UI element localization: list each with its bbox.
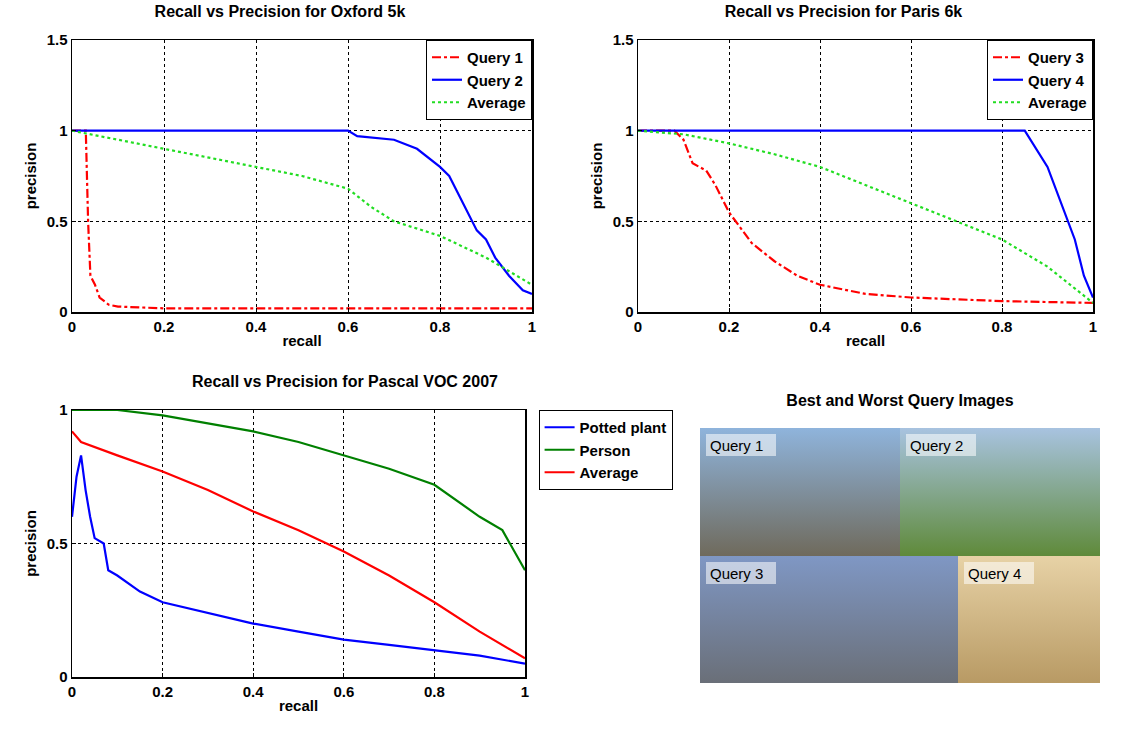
svg-text:0.6: 0.6 [901,318,922,335]
svg-text:Query 3: Query 3 [710,565,763,582]
svg-text:precision: precision [588,143,605,210]
svg-text:1: 1 [528,318,536,335]
svg-text:Query 2: Query 2 [467,72,523,89]
svg-text:recall: recall [846,332,885,349]
svg-text:0.5: 0.5 [47,213,68,230]
svg-text:Average: Average [1028,94,1087,111]
svg-text:precision: precision [22,510,39,577]
svg-text:1.5: 1.5 [47,31,68,48]
svg-text:Recall vs Precision for Pascal: Recall vs Precision for Pascal VOC 2007 [192,373,498,390]
svg-text:Query 3: Query 3 [1028,49,1084,66]
svg-text:0: 0 [634,318,642,335]
svg-text:recall: recall [279,697,318,714]
svg-text:recall: recall [282,332,321,349]
svg-text:precision: precision [22,143,39,210]
svg-text:0: 0 [59,303,67,320]
svg-text:Average: Average [467,94,526,111]
svg-text:Potted plant: Potted plant [580,419,667,436]
svg-text:1: 1 [521,683,529,700]
svg-text:Recall vs Precision for Oxford: Recall vs Precision for Oxford 5k [155,3,406,20]
svg-text:1.5: 1.5 [613,31,634,48]
svg-text:0.8: 0.8 [424,683,445,700]
svg-text:Query 1: Query 1 [710,437,763,454]
svg-text:0: 0 [625,303,633,320]
svg-text:1: 1 [59,401,67,418]
svg-text:Query 4: Query 4 [968,565,1021,582]
svg-text:0.2: 0.2 [719,318,740,335]
svg-text:0: 0 [68,318,76,335]
svg-text:0.5: 0.5 [47,535,68,552]
svg-text:Average: Average [580,464,639,481]
svg-text:1: 1 [59,122,67,139]
svg-text:1: 1 [1089,318,1097,335]
svg-text:Query 2: Query 2 [910,437,963,454]
svg-text:0: 0 [59,668,67,685]
svg-text:0.4: 0.4 [810,318,832,335]
svg-text:Recall vs Precision for Paris: Recall vs Precision for Paris 6k [725,3,963,20]
svg-text:0.8: 0.8 [992,318,1013,335]
svg-text:Person: Person [580,442,631,459]
svg-text:0.6: 0.6 [333,683,354,700]
svg-text:0.2: 0.2 [152,683,173,700]
svg-text:0.6: 0.6 [338,318,359,335]
svg-text:Query 1: Query 1 [467,49,523,66]
svg-text:Query 4: Query 4 [1028,72,1085,89]
svg-text:0.2: 0.2 [154,318,175,335]
svg-text:0.8: 0.8 [430,318,451,335]
svg-text:0.5: 0.5 [613,213,634,230]
svg-text:1: 1 [625,122,633,139]
svg-text:0: 0 [68,683,76,700]
html-text:Best and Worst Query Images: Best and Worst Query Images [786,392,1014,409]
svg-text:0.4: 0.4 [243,683,265,700]
svg-text:0.4: 0.4 [246,318,268,335]
